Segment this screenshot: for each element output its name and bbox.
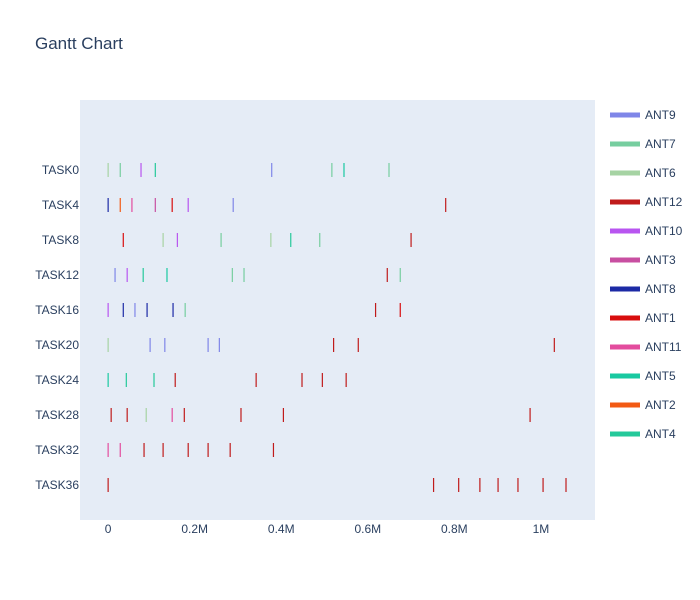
legend-label: ANT1 (645, 311, 676, 325)
y-tick-label: TASK4 (42, 198, 79, 212)
legend-label: ANT7 (645, 137, 676, 151)
legend-label: ANT4 (645, 427, 676, 441)
x-tick-label: 0.8M (441, 522, 468, 536)
y-tick-label: TASK24 (35, 373, 79, 387)
event-marks (107, 163, 567, 492)
legend-label: ANT5 (645, 369, 676, 383)
legend-label: ANT3 (645, 253, 676, 267)
legend-label: ANT8 (645, 282, 676, 296)
legend-label: ANT2 (645, 398, 676, 412)
y-tick-label: TASK36 (35, 478, 79, 492)
legend-label: ANT10 (645, 224, 683, 238)
chart-title: Gantt Chart (35, 34, 123, 53)
x-tick-label: 1M (533, 522, 550, 536)
x-tick-label: 0.2M (181, 522, 208, 536)
y-tick-label: TASK8 (42, 233, 79, 247)
y-tick-label: TASK0 (42, 163, 79, 177)
legend-label: ANT12 (645, 195, 683, 209)
x-tick-label: 0.4M (268, 522, 295, 536)
legend: ANT9 ANT7 ANT6 ANT12 ANT10 ANT3 ANT8 ANT1 ANT11 A… (610, 108, 683, 441)
x-tick-label: 0 (105, 522, 112, 536)
y-tick-label: TASK20 (35, 338, 79, 352)
y-tick-label: TASK32 (35, 443, 79, 457)
y-axis-labels: TASK0 TASK4 TASK8 TASK12 TASK16 TASK20 TASK24 T… (35, 163, 79, 492)
legend-label: ANT9 (645, 108, 676, 122)
y-tick-label: TASK16 (35, 303, 79, 317)
x-axis-labels: 0 0.2M 0.4M 0.6M 0.8M 1M (105, 522, 549, 536)
x-tick-label: 0.6M (354, 522, 381, 536)
legend-label: ANT11 (645, 340, 682, 354)
y-tick-label: TASK12 (35, 268, 79, 282)
plot-area (80, 100, 595, 520)
y-tick-label: TASK28 (35, 408, 79, 422)
legend-label: ANT6 (645, 166, 676, 180)
